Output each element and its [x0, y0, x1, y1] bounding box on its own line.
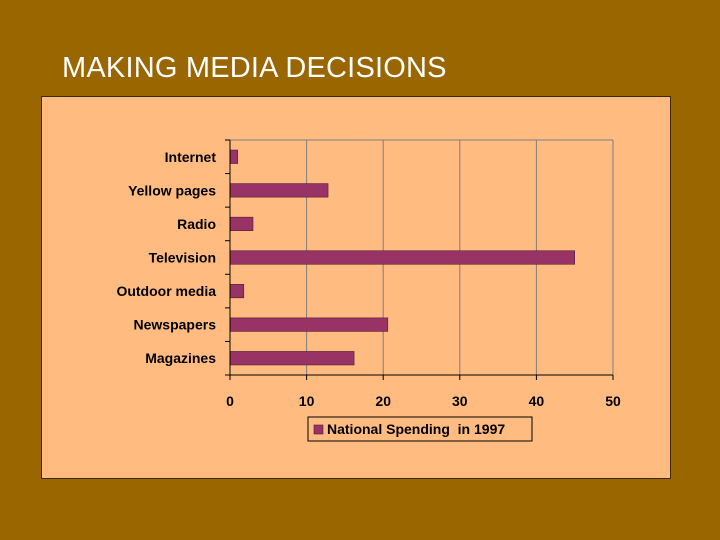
x-tick-label: 30 — [452, 393, 468, 409]
bar-magazines — [229, 351, 355, 366]
bar-yellow-pages — [229, 183, 329, 198]
category-label: Radio — [177, 216, 216, 232]
x-tick-label: 10 — [299, 393, 315, 409]
legend-swatch — [313, 424, 324, 435]
bar-outdoor-media — [229, 284, 245, 299]
category-labels: Internet Yellow pages Radio Television Outdo… — [116, 149, 216, 366]
x-tick-label: 50 — [605, 393, 621, 409]
x-tick-label: 40 — [529, 393, 545, 409]
category-label: Magazines — [145, 350, 216, 366]
legend-label: National Spending in 1997 — [327, 421, 505, 437]
bar-chart: Internet Yellow pages Radio Television Outdo… — [116, 139, 621, 442]
bar-radio — [229, 216, 254, 231]
category-label: Yellow pages — [128, 182, 216, 198]
legend-box — [307, 416, 533, 442]
chart-panel: Internet Yellow pages Radio Television Outdo… — [41, 96, 671, 479]
category-label: Internet — [165, 149, 217, 165]
bar-internet — [229, 149, 238, 164]
x-tick-label: 0 — [226, 393, 234, 409]
slide-title: MAKING MEDIA DECISIONS — [62, 52, 447, 84]
legend: National Spending in 1997 — [307, 416, 533, 442]
x-tick-label: 20 — [375, 393, 391, 409]
axes — [225, 139, 614, 380]
category-label: Newspapers — [134, 317, 217, 333]
bars — [229, 149, 576, 366]
category-label: Television — [149, 250, 216, 266]
tick-labels: 0 10 20 30 40 50 — [226, 393, 621, 409]
bar-newspapers — [229, 317, 389, 332]
category-label: Outdoor media — [116, 283, 216, 299]
bar-television — [229, 250, 576, 265]
